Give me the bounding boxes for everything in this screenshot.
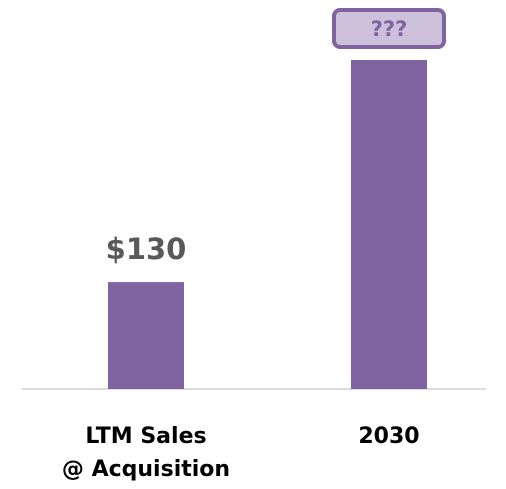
bar	[108, 282, 184, 389]
x-tick-label: LTM Sales @ Acquisition	[62, 424, 230, 482]
value-label: $130	[106, 232, 187, 266]
x-tick-label: 2030	[358, 424, 419, 449]
value-label: ???	[371, 17, 408, 41]
bar	[351, 60, 427, 389]
label-box	[332, 8, 446, 49]
